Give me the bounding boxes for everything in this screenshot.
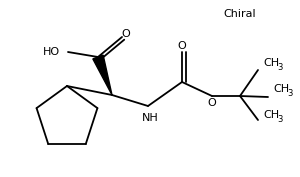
Text: O: O (122, 29, 130, 39)
Text: CH: CH (263, 110, 279, 120)
Text: 3: 3 (277, 115, 282, 124)
Text: 3: 3 (277, 62, 282, 72)
Text: CH: CH (273, 84, 289, 94)
Text: HO: HO (43, 47, 60, 57)
Text: O: O (208, 98, 216, 108)
Text: Chiral: Chiral (224, 9, 256, 19)
Polygon shape (93, 55, 112, 95)
Text: O: O (178, 41, 186, 51)
Text: CH: CH (263, 58, 279, 68)
Text: 3: 3 (287, 88, 292, 98)
Text: NH: NH (142, 113, 158, 123)
